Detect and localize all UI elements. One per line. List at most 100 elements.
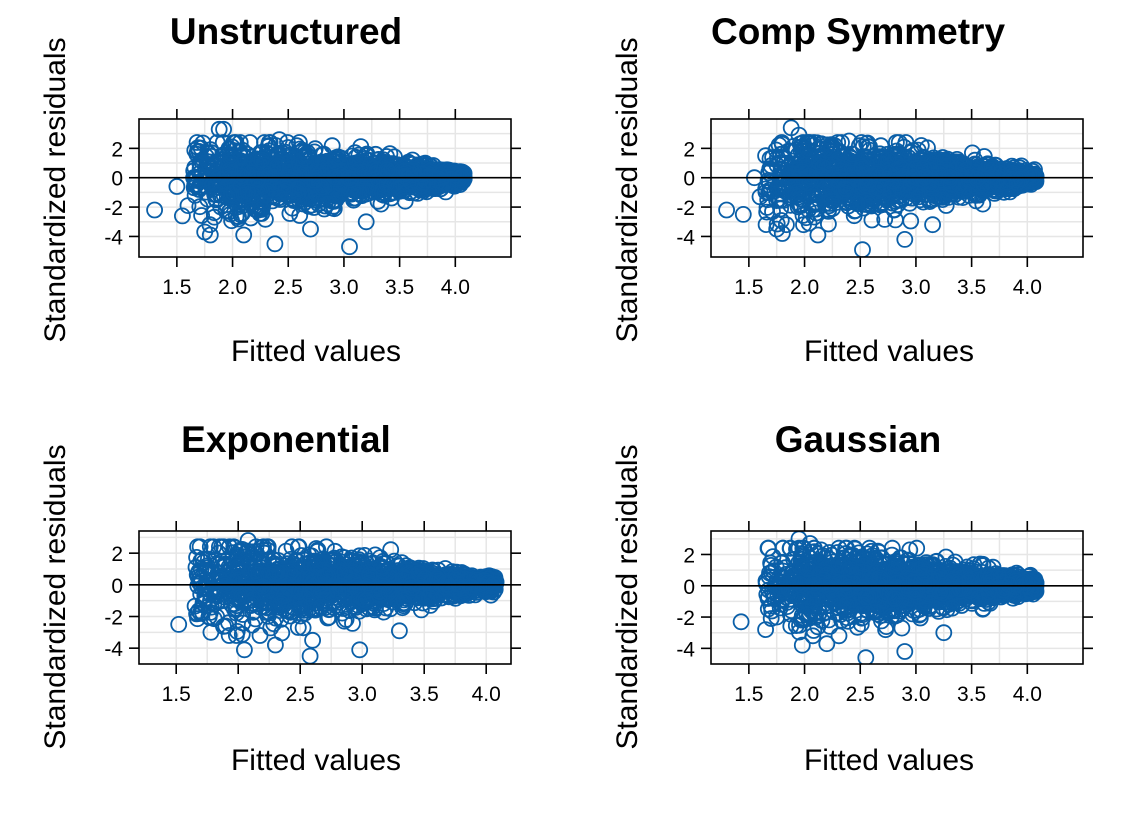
data-point: [266, 235, 284, 253]
data-point: [959, 166, 976, 184]
data-point: [924, 216, 941, 234]
data-point: [442, 170, 460, 188]
data-point: [378, 175, 396, 193]
y-tick-label: 2: [111, 138, 123, 161]
data-point: [249, 170, 267, 188]
x-tick-label: 3.0: [901, 276, 930, 299]
data-point: [974, 195, 992, 213]
data-point: [447, 166, 465, 184]
scatter-points: [170, 532, 505, 664]
data-point: [190, 142, 208, 160]
data-point: [251, 205, 269, 222]
data-point: [797, 150, 815, 168]
data-point: [814, 158, 832, 176]
data-point: [757, 147, 774, 165]
data-point: [225, 538, 243, 556]
data-point: [1003, 164, 1021, 182]
data-point: [402, 173, 420, 191]
y-tick-label: -4: [104, 226, 123, 249]
data-point: [235, 186, 253, 204]
data-point: [960, 186, 978, 204]
data-point: [193, 207, 211, 224]
data-point: [820, 215, 837, 233]
data-point: [342, 171, 360, 189]
data-point: [872, 137, 890, 155]
data-point: [335, 612, 353, 630]
data-point: [279, 134, 296, 151]
data-point: [251, 627, 269, 644]
x-axis-label: Fitted values: [804, 335, 974, 368]
data-point: [837, 180, 855, 198]
data-point: [258, 145, 276, 162]
data-point: [199, 144, 217, 162]
data-point: [863, 211, 881, 229]
panel-title: Unstructured: [170, 11, 402, 52]
data-point: [190, 181, 208, 198]
data-point: [905, 172, 922, 190]
data-point: [291, 156, 309, 174]
data-point: [934, 152, 952, 170]
data-point: [751, 188, 769, 206]
data-point: [261, 134, 279, 151]
data-point: [908, 184, 926, 202]
x-tick-label: 4.0: [441, 276, 470, 299]
data-point: [809, 226, 827, 244]
data-point: [146, 201, 164, 219]
y-axis-label: Standardized residuals: [611, 37, 644, 342]
data-point: [768, 215, 786, 233]
x-axis-label: Fitted values: [231, 744, 401, 777]
data-point: [219, 587, 237, 605]
data-point: [890, 134, 908, 151]
data-point: [767, 141, 785, 159]
data-point: [434, 175, 452, 193]
scatter-points: [146, 120, 473, 256]
data-point: [718, 201, 735, 219]
x-tick-label: 1.5: [162, 276, 191, 299]
data-point: [916, 168, 934, 186]
data-point: [849, 195, 866, 212]
data-point: [249, 178, 267, 196]
data-point: [244, 186, 262, 204]
data-point: [302, 220, 319, 238]
data-point: [281, 160, 299, 178]
data-point: [220, 627, 238, 644]
data-point: [315, 200, 333, 218]
data-point: [343, 549, 361, 567]
data-point: [800, 201, 817, 219]
data-point: [290, 134, 308, 151]
data-point: [357, 213, 375, 231]
data-point: [833, 134, 850, 151]
data-point: [405, 184, 423, 202]
y-axis-label: Standardized residuals: [39, 444, 72, 749]
data-point: [294, 619, 312, 637]
data-point: [211, 175, 229, 193]
data-point: [225, 134, 243, 151]
x-tick-label: 4.0: [1013, 276, 1042, 299]
data-point: [810, 153, 828, 171]
data-point: [912, 137, 930, 154]
data-point: [860, 195, 878, 213]
data-point: [253, 539, 270, 556]
data-point: [270, 131, 288, 149]
data-point: [773, 135, 791, 153]
data-point: [295, 601, 313, 619]
data-point: [188, 566, 206, 584]
data-point: [192, 167, 210, 185]
data-point: [210, 120, 228, 138]
data-point: [892, 159, 910, 177]
y-tick-label: -2: [676, 197, 695, 220]
data-point: [786, 155, 804, 173]
data-point: [942, 175, 960, 193]
data-point: [759, 191, 777, 209]
data-point: [872, 196, 889, 214]
data-point: [760, 184, 778, 201]
x-tick-label: 1.5: [734, 276, 763, 299]
plot-area: 1.5 2.0 2.5 3.0 3.5 4.0-4-202: [104, 521, 521, 706]
plot-area: 1.5 2.0 2.5 3.0 3.5 4.0-4-202: [676, 109, 1093, 299]
panel-unstructured: Unstructured Standardized residuals Fitt…: [39, 11, 521, 368]
data-point: [208, 186, 226, 204]
data-point: [980, 156, 998, 174]
x-tick-label: 2.0: [790, 276, 819, 299]
data-point: [1002, 170, 1020, 188]
